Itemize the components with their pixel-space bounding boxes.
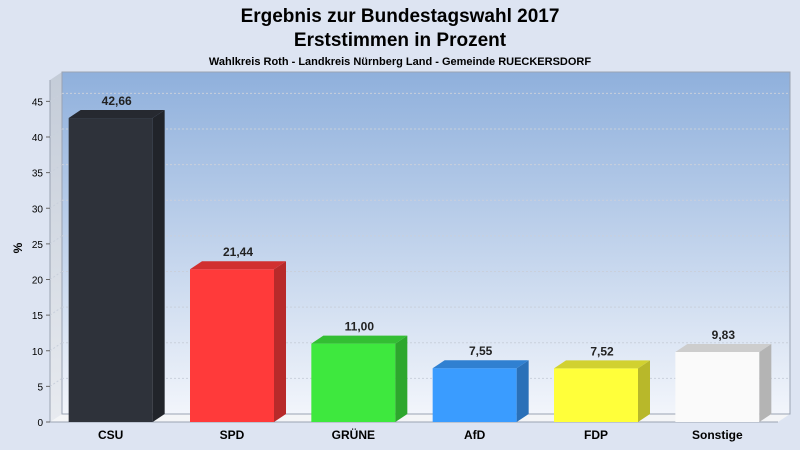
plot-side-wall [50, 72, 62, 422]
y-tick-label: 30 [32, 204, 44, 215]
y-tick-label: 35 [32, 169, 44, 180]
bar-front [432, 368, 517, 422]
gridline-wall [49, 342, 63, 352]
data-label: 9,83 [712, 328, 736, 342]
bar-front [554, 368, 638, 422]
gridline-wall [49, 306, 63, 316]
x-tick-label: FDP [584, 428, 608, 442]
bar-top [68, 110, 165, 119]
y-axis-label: % [11, 242, 25, 253]
y-tick-label: 0 [37, 418, 43, 429]
bar-side [152, 110, 165, 423]
bar-top [675, 343, 772, 352]
bar-front [190, 269, 274, 422]
bar-front [311, 343, 396, 422]
bar-side [395, 335, 408, 422]
bar-spd [190, 261, 286, 422]
x-tick-label: CSU [98, 428, 123, 442]
bar-csu [68, 110, 165, 423]
gridline-wall [49, 164, 63, 174]
y-tick-label: 10 [32, 347, 44, 358]
data-label: 7,52 [590, 344, 614, 358]
y-tick-label: 40 [32, 133, 44, 144]
y-tick-label: 15 [32, 311, 44, 322]
chart-caption: Wahlkreis Roth - Landkreis Nürnberg Land… [209, 56, 591, 68]
x-tick-label: Sonstige [692, 428, 743, 442]
bar-side [274, 261, 286, 422]
y-tick-label: 45 [32, 97, 44, 108]
y-tick-label: 20 [32, 276, 44, 287]
bar-grüne [311, 335, 408, 422]
bar-fdp [554, 360, 650, 422]
bar-top [190, 261, 286, 270]
bar-top [432, 360, 529, 369]
x-tick-label: AfD [464, 428, 486, 442]
bar-top [554, 360, 650, 369]
gridline-wall [49, 271, 63, 280]
bar-side [759, 343, 772, 422]
bar-side [516, 360, 529, 422]
data-label: 21,44 [223, 245, 253, 259]
y-tick-label: 25 [32, 240, 44, 251]
x-tick-label: SPD [220, 428, 245, 442]
x-tick-label: GRÜNE [332, 427, 375, 442]
bar-front [675, 351, 760, 422]
chart-subtitle: Erststimmen in Prozent [294, 30, 507, 51]
data-label: 42,66 [102, 94, 132, 108]
data-label: 11,00 [345, 320, 375, 334]
gridline-wall [49, 235, 63, 245]
plot-frame [61, 71, 791, 415]
bar-sonstige [675, 343, 772, 422]
gridline-wall [49, 199, 63, 209]
y-tick-label: 5 [37, 382, 43, 393]
data-label: 7,55 [469, 344, 493, 358]
gridline-wall [49, 128, 63, 138]
bar-side [638, 360, 650, 422]
bar-front [68, 118, 153, 423]
chart-title: Ergebnis zur Bundestagswahl 2017 [241, 6, 560, 27]
bar-top [311, 335, 408, 344]
gridline-wall [49, 92, 63, 102]
bar-afd [432, 360, 529, 422]
gridline-wall [49, 377, 63, 387]
